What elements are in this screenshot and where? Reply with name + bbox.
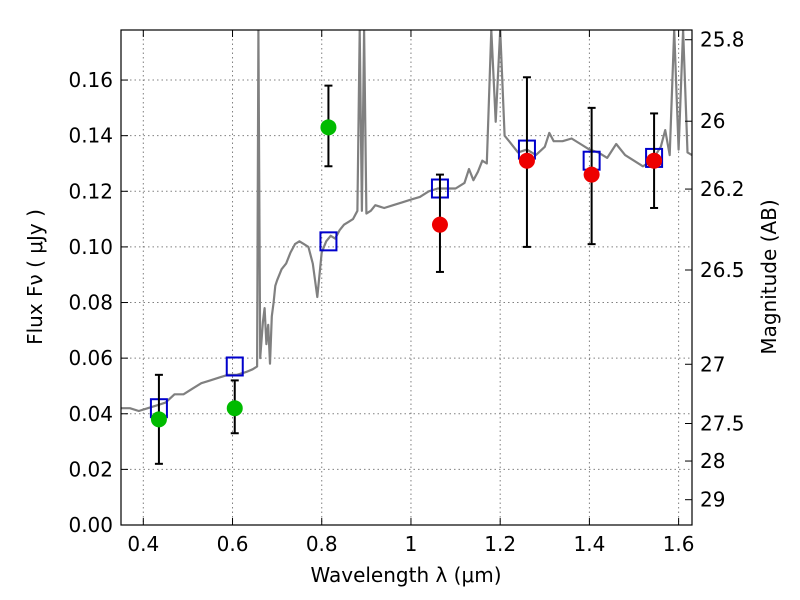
marker-layer: [149, 76, 664, 465]
y2-tick-label: 28: [700, 449, 725, 473]
y-tick-label: 0.10: [68, 235, 113, 259]
y2-tick-label: 27.5: [700, 411, 745, 435]
y2-tick-label: 26: [700, 109, 725, 133]
red-data-point: [431, 216, 448, 233]
x-tick-label: 1.2: [484, 532, 516, 556]
x-tick-label: 1.4: [573, 532, 605, 556]
y-tick-label: 0.08: [68, 291, 113, 315]
green-data-point: [320, 119, 337, 136]
green-data-point: [226, 400, 243, 417]
y2-tick-label: 29: [700, 488, 725, 512]
x-tick-label: 0.6: [217, 532, 249, 556]
y-tick-label: 0.14: [68, 124, 113, 148]
y-tick-label: 0.02: [68, 457, 113, 481]
green-data-point: [150, 411, 167, 428]
x-tick-label: 1.6: [663, 532, 695, 556]
spectrum-line: [121, 30, 692, 413]
y-tick-label: 0.12: [68, 179, 113, 203]
model-square-marker: [319, 231, 338, 252]
data-layer: [121, 30, 692, 413]
grid-lines: [121, 30, 692, 525]
x-tick-label: 0.4: [127, 532, 159, 556]
plot-frame: [120, 29, 693, 526]
x-tick-label: 1: [405, 532, 418, 556]
y-tick-label: 0.16: [68, 68, 113, 92]
y-tick-label: 0.06: [68, 346, 113, 370]
x-tick-label: 0.8: [306, 532, 338, 556]
y2-tick-label: 27: [700, 352, 725, 376]
y-tick-label: 0.04: [68, 402, 113, 426]
y2-tick-label: 25.8: [700, 28, 745, 52]
red-data-point: [583, 166, 600, 183]
y2-tick-label: 26.5: [700, 258, 745, 282]
y-axis-label: Flux Fν ( μJy ): [23, 209, 47, 345]
red-data-point: [646, 152, 663, 169]
y2-tick-label: 26.2: [700, 177, 745, 201]
y2-axis-label: Magnitude (AB): [757, 199, 781, 354]
tick-layer: 0.4 0.6 0.8 1 1.2 1.4 1.6 0.00 0.02 0.04 0.06 0.08 0…: [68, 28, 744, 556]
model-square-marker: [225, 356, 244, 377]
x-axis-label: Wavelength λ (μm): [310, 563, 501, 587]
red-data-point: [518, 152, 535, 169]
y-tick-label: 0.00: [68, 513, 113, 537]
